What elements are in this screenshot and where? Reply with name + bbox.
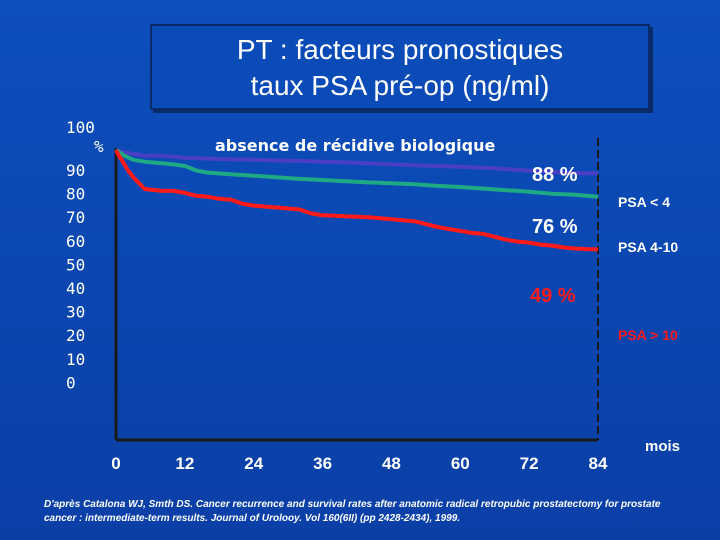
series-name-label: PSA 4-10	[618, 239, 678, 255]
y-unit-label: %	[94, 137, 104, 156]
y-tick-label: 90	[66, 161, 85, 180]
x-tick-label: 84	[589, 454, 608, 473]
x-tick-label: 12	[175, 454, 194, 473]
x-tick-label: 48	[382, 454, 401, 473]
x-tick-label: 36	[313, 454, 332, 473]
title-line-1: PT : facteurs pronostiques	[236, 34, 564, 65]
x-axis-unit-label: mois	[645, 438, 680, 455]
series-name-label: PSA < 4	[618, 194, 670, 210]
y-tick-label: 40	[66, 279, 85, 298]
y-tick-label: 10	[66, 350, 85, 369]
y-tick-label: 0	[66, 373, 76, 392]
y-tick-label: 80	[66, 185, 85, 204]
series-line	[114, 148, 599, 199]
series-end-value: 76 %	[532, 216, 578, 238]
y-tick-label: 70	[66, 208, 85, 227]
series-end-value: 88 %	[532, 164, 578, 186]
y-tick-label: 30	[66, 303, 85, 322]
series-name-label: PSA > 10	[618, 327, 678, 343]
x-tick-label: 24	[244, 454, 263, 473]
series-end-value: 49 %	[530, 285, 576, 307]
y-tick-label: 60	[66, 232, 85, 251]
series-line	[114, 149, 599, 252]
y-tick-label: 50	[66, 255, 85, 274]
x-tick-label: 72	[520, 454, 539, 473]
chart-subtitle: absence de récidive biologique	[215, 136, 495, 155]
series-line	[115, 148, 599, 176]
title-line-2: taux PSA pré-op (ng/ml)	[250, 70, 550, 101]
x-tick-label: 0	[111, 454, 120, 473]
title-box: PT : facteurs pronostiques taux PSA pré-…	[150, 24, 650, 110]
source-citation: D'après Catalona WJ, Smth DS. Cancer rec…	[44, 499, 661, 524]
x-tick-label: 60	[451, 454, 470, 473]
y-tick-label: 100	[66, 118, 95, 137]
y-tick-label: 20	[66, 326, 85, 345]
